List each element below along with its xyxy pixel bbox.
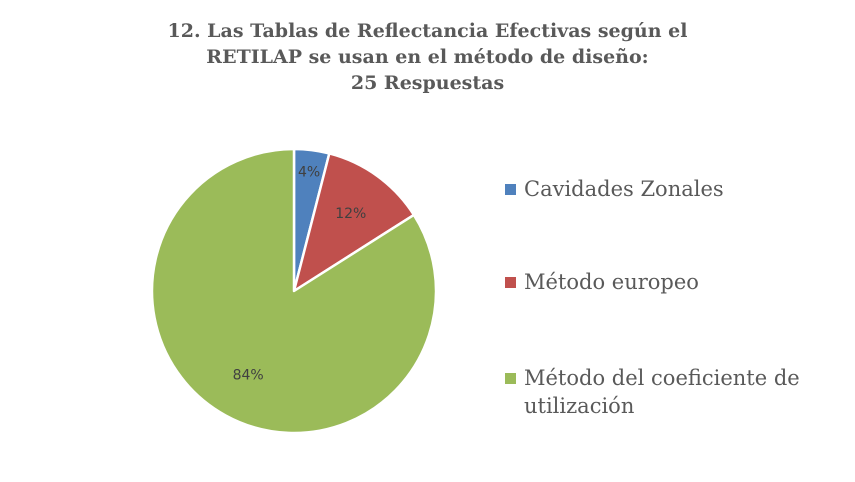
legend-item-cavidades-zonales: Cavidades Zonales: [505, 175, 834, 203]
legend-item-metodo-coeficiente: Método del coeficiente de utilización: [505, 364, 834, 420]
chart-title-line-3: 25 Respuestas: [350, 72, 505, 94]
chart-title-line-2: RETILAP se usan en el método de diseño:: [206, 46, 649, 68]
pie-slice-metodo-europeo: [292, 152, 416, 293]
legend-label-metodo-coeficiente: Método del coeficiente de utilización: [524, 366, 800, 418]
legend-swatch-metodo-coeficiente: [505, 373, 516, 384]
legend-swatch-metodo-europeo: [505, 277, 516, 288]
legend-item-metodo-europeo: Método europeo: [505, 268, 834, 296]
legend-label-metodo-europeo: Método europeo: [524, 270, 699, 294]
data-label-metodo-coeficiente: 84%: [233, 367, 264, 383]
chart-title: 12. Las Tablas de Reflectancia Efectivas…: [0, 18, 855, 96]
legend-label-cavidades-zonales: Cavidades Zonales: [524, 177, 724, 201]
chart-title-line-1: 12. Las Tablas de Reflectancia Efectivas…: [167, 20, 688, 42]
legend-swatch-cavidades-zonales: [505, 184, 516, 195]
data-label-cavidades-zonales: 4%: [298, 164, 320, 180]
data-label-metodo-europeo: 12%: [335, 206, 366, 222]
pie-slice-metodo-coeficiente: [150, 147, 438, 435]
